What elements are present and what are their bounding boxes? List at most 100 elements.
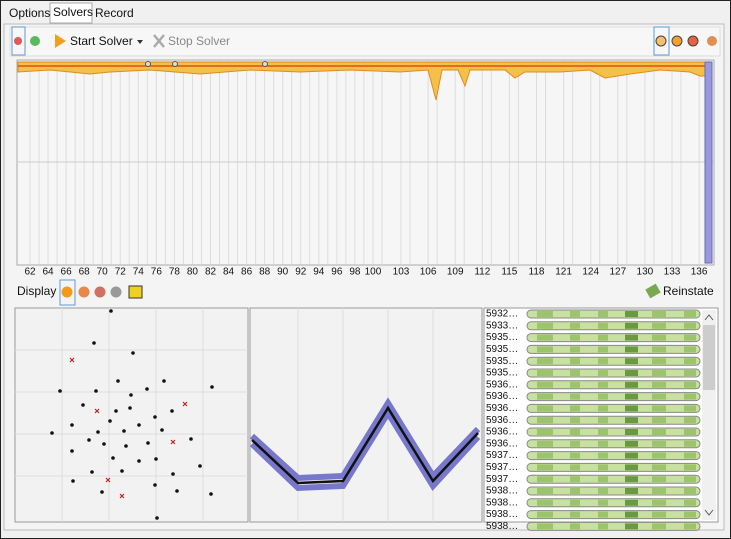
icon[interactable] <box>14 37 22 45</box>
timeline-label: 80 <box>187 267 199 278</box>
solution-id: 5937… <box>486 474 518 485</box>
timeline-label: 96 <box>331 267 343 278</box>
icon[interactable] <box>671 35 683 47</box>
timeline-label: 62 <box>24 267 36 278</box>
solution-segment <box>598 393 608 400</box>
scroll-up[interactable] <box>704 314 714 321</box>
display-option[interactable] <box>61 286 73 298</box>
start-icon[interactable] <box>55 34 66 48</box>
reinstate-button[interactable]: Reinstate <box>663 284 714 298</box>
solution-id: 5936… <box>486 427 518 438</box>
stop-icon[interactable] <box>153 34 165 48</box>
solution-segment <box>537 440 553 447</box>
scatter-points <box>50 309 214 520</box>
solution-segment <box>625 334 638 341</box>
solution-segment <box>598 499 608 506</box>
display-option[interactable] <box>78 286 90 298</box>
timeline-label: 70 <box>97 267 109 278</box>
timeline-label: 121 <box>555 267 572 278</box>
icon[interactable] <box>687 35 699 47</box>
parallel-lines <box>249 397 481 492</box>
stop-solver[interactable]: Stop Solver <box>168 34 230 48</box>
solution-segment <box>537 452 553 459</box>
solution-segment <box>684 334 696 341</box>
timeline-label: 98 <box>349 267 361 278</box>
solution-segment <box>570 523 580 530</box>
solution-segment <box>570 405 580 412</box>
solution-segment <box>570 429 580 435</box>
solution-segment <box>652 393 666 400</box>
solution-segment <box>598 511 608 518</box>
solution-id: 5935… <box>486 356 518 367</box>
timeline-label: 130 <box>637 267 654 278</box>
solution-segment <box>625 370 638 376</box>
current-position[interactable] <box>704 61 713 264</box>
solution-segment <box>570 511 580 518</box>
solution-segment <box>652 429 666 435</box>
reinstate-icon[interactable] <box>645 283 661 299</box>
solution-segment <box>625 511 638 518</box>
display-option[interactable] <box>94 286 106 298</box>
tab[interactable]: Solvers <box>53 5 93 19</box>
solution-segment <box>652 405 666 412</box>
solution-segment <box>684 393 696 400</box>
solution-list <box>483 307 719 523</box>
display-option[interactable] <box>110 286 122 298</box>
timeline-label: 118 <box>529 267 545 278</box>
solution-segment <box>652 322 666 329</box>
tab[interactable]: Options <box>9 6 50 20</box>
solution-segment <box>625 346 638 353</box>
solution-segment <box>684 346 696 353</box>
timeline-label: 136 <box>691 267 708 278</box>
timeline-label: 94 <box>313 267 325 278</box>
tool-selected[interactable] <box>11 26 26 56</box>
timeline-area <box>17 61 713 101</box>
solution-segment <box>570 464 580 471</box>
solution-segment <box>537 346 553 353</box>
solution-segment <box>684 405 696 412</box>
dropdown[interactable] <box>137 40 143 44</box>
solution-id: 5936… <box>486 379 518 390</box>
solution-id: 5936… <box>486 415 518 426</box>
solution-segment <box>598 405 608 412</box>
tool-selected[interactable] <box>653 26 670 56</box>
solution-segment <box>598 358 608 365</box>
timeline-label: 64 <box>42 267 54 278</box>
solution-segment <box>598 523 608 530</box>
solution-segment <box>598 476 608 483</box>
timeline-label: 90 <box>277 267 289 278</box>
timeline-label: 112 <box>474 267 490 278</box>
display-selected[interactable] <box>59 279 76 306</box>
solution-segment <box>537 370 553 376</box>
solution-segment <box>598 488 608 494</box>
solution-id: 5938… <box>486 497 518 508</box>
solution-segment <box>598 417 608 424</box>
start-solver[interactable]: Start Solver <box>70 34 133 48</box>
solution-segment <box>537 476 553 483</box>
solution-segment <box>625 499 638 506</box>
solution-id: 5936… <box>486 391 518 402</box>
solution-segment <box>684 511 696 518</box>
toolbar <box>9 26 721 57</box>
icon[interactable] <box>707 36 717 46</box>
solution-segment <box>625 429 638 435</box>
solution-segment <box>625 464 638 471</box>
active-tab[interactable] <box>49 2 93 24</box>
solution-segment <box>598 346 608 353</box>
display-option[interactable] <box>128 285 143 299</box>
solution-segment <box>537 393 553 400</box>
scroll-thumb[interactable] <box>703 325 715 390</box>
tab[interactable]: Record <box>95 6 134 20</box>
timeline-label: 106 <box>420 267 437 278</box>
solution-segment <box>570 358 580 365</box>
solution-segment <box>625 440 638 447</box>
solution-segment <box>570 440 580 447</box>
solution-segment <box>625 523 638 530</box>
icon[interactable] <box>655 35 667 47</box>
solution-id: 5932… <box>486 309 518 320</box>
timeline-label: 72 <box>115 267 127 278</box>
scroll-down[interactable] <box>704 509 714 516</box>
timeline-label: 88 <box>259 267 271 278</box>
timeline-label: 103 <box>393 267 410 278</box>
icon[interactable] <box>30 36 40 46</box>
